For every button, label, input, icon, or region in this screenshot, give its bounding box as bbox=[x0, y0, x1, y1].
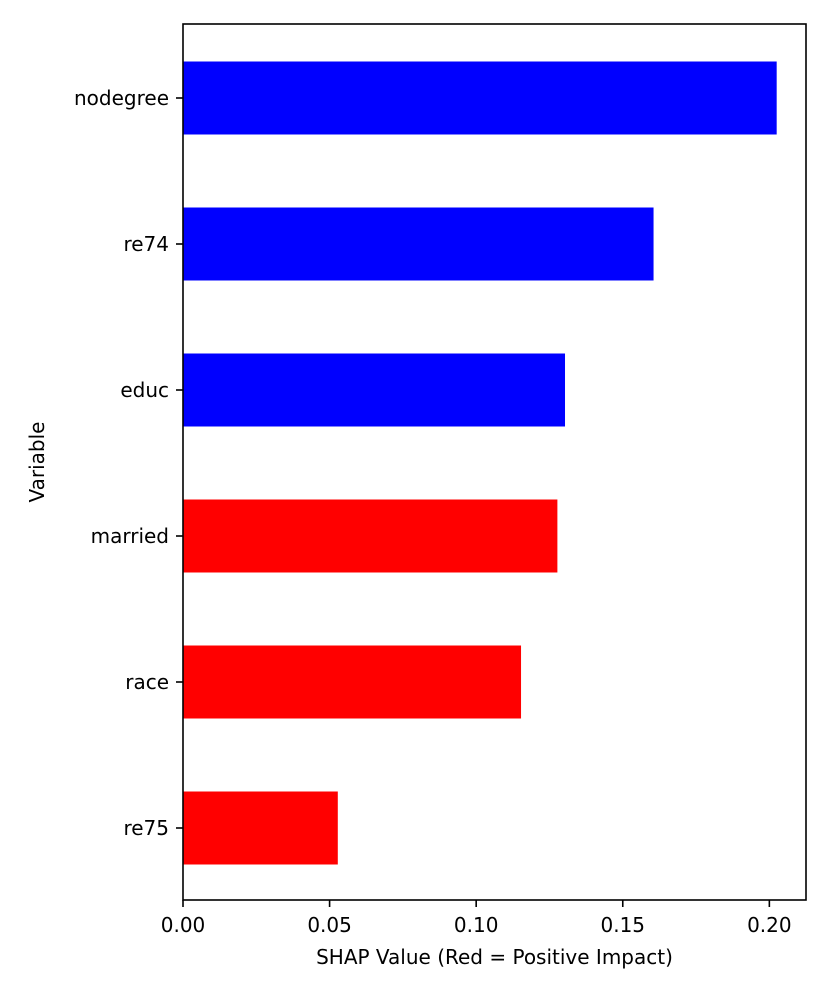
bar-educ bbox=[183, 353, 566, 427]
axes-layer bbox=[182, 23, 807, 901]
y-tick-label: re74 bbox=[123, 232, 169, 256]
bar-nodegree bbox=[183, 61, 777, 135]
x-ticks-layer: 0.00 0.05 0.10 0.15 0.20 bbox=[161, 900, 792, 937]
y-tick-label: educ bbox=[120, 378, 169, 402]
x-tick-label: 0.00 bbox=[161, 913, 206, 937]
y-axis-label: Variable bbox=[25, 422, 49, 503]
x-tick-label: 0.05 bbox=[307, 913, 352, 937]
bar-re75 bbox=[183, 791, 338, 865]
x-tick-label: 0.10 bbox=[454, 913, 499, 937]
y-tick-label: race bbox=[125, 670, 169, 694]
x-tick-label: 0.20 bbox=[747, 913, 792, 937]
x-axis-label: SHAP Value (Red = Positive Impact) bbox=[316, 945, 673, 969]
y-ticks-layer: nodegree re74 educ married race re75 bbox=[74, 86, 183, 840]
bars-layer bbox=[183, 61, 777, 865]
bar-race bbox=[183, 645, 522, 719]
x-tick-label: 0.15 bbox=[600, 913, 645, 937]
y-tick-label: nodegree bbox=[74, 86, 169, 110]
plot-frame bbox=[182, 23, 807, 901]
bar-married bbox=[183, 499, 558, 573]
bar-re74 bbox=[183, 207, 654, 281]
y-tick-label: married bbox=[91, 524, 169, 548]
y-tick-label: re75 bbox=[123, 816, 169, 840]
